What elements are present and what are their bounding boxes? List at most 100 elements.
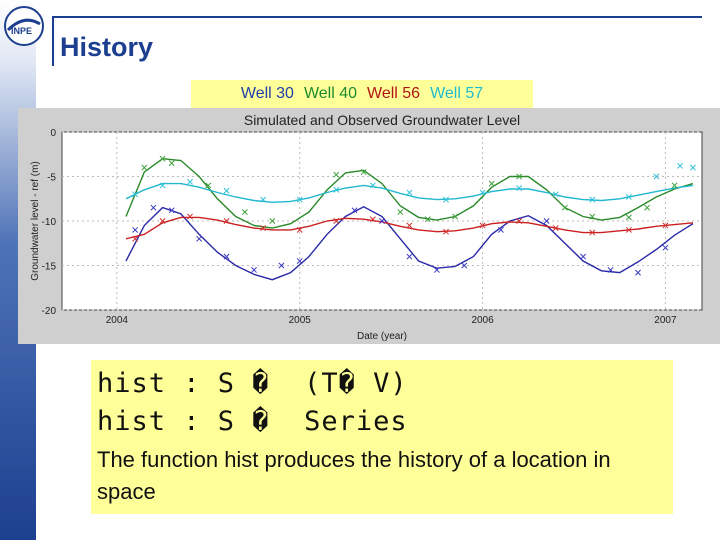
title-bracket (52, 16, 54, 66)
observed-point-3 (406, 189, 413, 196)
observed-point-1 (424, 216, 431, 223)
observed-point-1 (452, 213, 459, 220)
y-tick-label: -20 (42, 306, 57, 317)
observed-point-1 (589, 213, 596, 220)
observed-point-1 (397, 209, 404, 216)
observed-point-3 (296, 196, 303, 203)
observed-point-2 (296, 226, 303, 233)
observed-point-1 (488, 180, 495, 187)
observed-point-2 (552, 225, 559, 232)
code-line-1: hist : S � (T� V) (97, 368, 408, 399)
observed-point-2 (443, 228, 449, 235)
series-line-2 (125, 216, 693, 240)
page-title: History (60, 32, 154, 62)
observed-point-0 (223, 253, 230, 260)
legend-well-40: Well 40 (303, 85, 357, 102)
x-axis-label: Date (year) (357, 331, 407, 342)
observed-point-1 (516, 173, 523, 180)
observed-point-3 (333, 186, 340, 193)
observed-point-1 (644, 204, 651, 211)
observed-point-0 (607, 266, 614, 273)
observed-point-1 (561, 204, 568, 211)
observed-point-2 (159, 218, 166, 224)
legend-well-56: Well 56 (367, 85, 421, 102)
series-line-3 (125, 182, 694, 204)
observed-point-3 (516, 185, 523, 192)
y-axis-label: Groundwater level - ref (m) (30, 161, 41, 280)
x-tick-label: 2005 (289, 315, 312, 326)
observed-point-0 (251, 266, 257, 273)
observed-point-0 (406, 253, 413, 260)
observed-point-0 (296, 258, 303, 265)
code-box: hist : S � (T� V) hist : S � Series The … (91, 360, 673, 514)
observed-point-3 (653, 173, 660, 180)
observed-point-1 (241, 209, 248, 216)
logo-text: INPE (11, 26, 32, 36)
observed-point-1 (205, 182, 212, 189)
chart-container: Simulated and Observed Groundwater Level… (18, 108, 720, 344)
y-tick-label: 0 (50, 128, 56, 139)
observed-point-2 (369, 216, 376, 223)
x-tick-label: 2006 (471, 315, 494, 326)
legend-well-57: Well 57 (430, 85, 484, 102)
observed-point-1 (269, 218, 276, 224)
x-tick-label: 2004 (106, 315, 129, 326)
observed-point-2 (406, 222, 413, 229)
series-line-1 (125, 157, 694, 229)
observed-point-0 (543, 218, 550, 224)
observed-point-0 (351, 207, 358, 214)
y-tick-label: -10 (42, 217, 57, 228)
observed-point-3 (552, 191, 559, 198)
observed-point-0 (433, 266, 440, 273)
observed-point-0 (635, 269, 641, 276)
observed-point-2 (516, 218, 523, 224)
legend-well-30: Well 30 (240, 85, 294, 102)
observed-point-2 (662, 222, 669, 229)
x-tick-label: 2007 (654, 315, 677, 326)
observed-point-3 (223, 187, 230, 194)
code-line-2: hist : S � Series (97, 406, 408, 437)
observed-point-0 (168, 207, 175, 214)
observed-point-0 (196, 235, 203, 242)
observed-point-2 (479, 222, 486, 229)
observed-point-3 (260, 196, 267, 203)
observed-point-1 (141, 164, 148, 171)
title-underline (52, 16, 702, 18)
observed-point-3 (677, 162, 684, 169)
observed-point-3 (443, 196, 449, 203)
observed-point-1 (168, 160, 175, 167)
observed-point-1 (625, 214, 632, 221)
observed-point-3 (159, 182, 166, 189)
inpe-logo: INPE (4, 6, 44, 46)
observed-point-0 (662, 244, 669, 251)
observed-point-0 (497, 226, 504, 233)
observed-point-3 (479, 189, 486, 196)
y-tick-label: -5 (47, 173, 56, 184)
observed-point-1 (671, 182, 678, 189)
observed-point-2 (132, 235, 139, 242)
observed-point-3 (132, 191, 139, 198)
observed-point-2 (260, 225, 267, 232)
y-tick-label: -15 (42, 262, 57, 273)
observed-point-1 (159, 155, 166, 162)
observed-point-0 (132, 226, 139, 233)
observed-point-3 (369, 182, 376, 189)
observed-point-2 (187, 213, 193, 220)
observed-point-0 (580, 253, 587, 260)
observed-point-0 (150, 204, 157, 211)
observed-point-0 (278, 262, 285, 269)
observed-point-3 (625, 194, 632, 200)
observed-point-1 (360, 169, 367, 176)
groundwater-chart: Simulated and Observed Groundwater Level… (30, 112, 703, 342)
series-line-0 (125, 206, 694, 281)
observed-point-0 (379, 218, 385, 224)
observed-point-2 (625, 226, 632, 233)
observed-point-3 (187, 178, 193, 185)
chart-title: Simulated and Observed Groundwater Level (244, 112, 520, 128)
observed-point-0 (461, 262, 468, 269)
observed-point-3 (689, 164, 696, 171)
observed-point-3 (589, 196, 596, 203)
observed-point-2 (589, 229, 596, 236)
chart-legend: Well 30 Well 40 Well 56 Well 57 (191, 80, 533, 108)
description-text: The function hist produces the history o… (97, 447, 611, 504)
